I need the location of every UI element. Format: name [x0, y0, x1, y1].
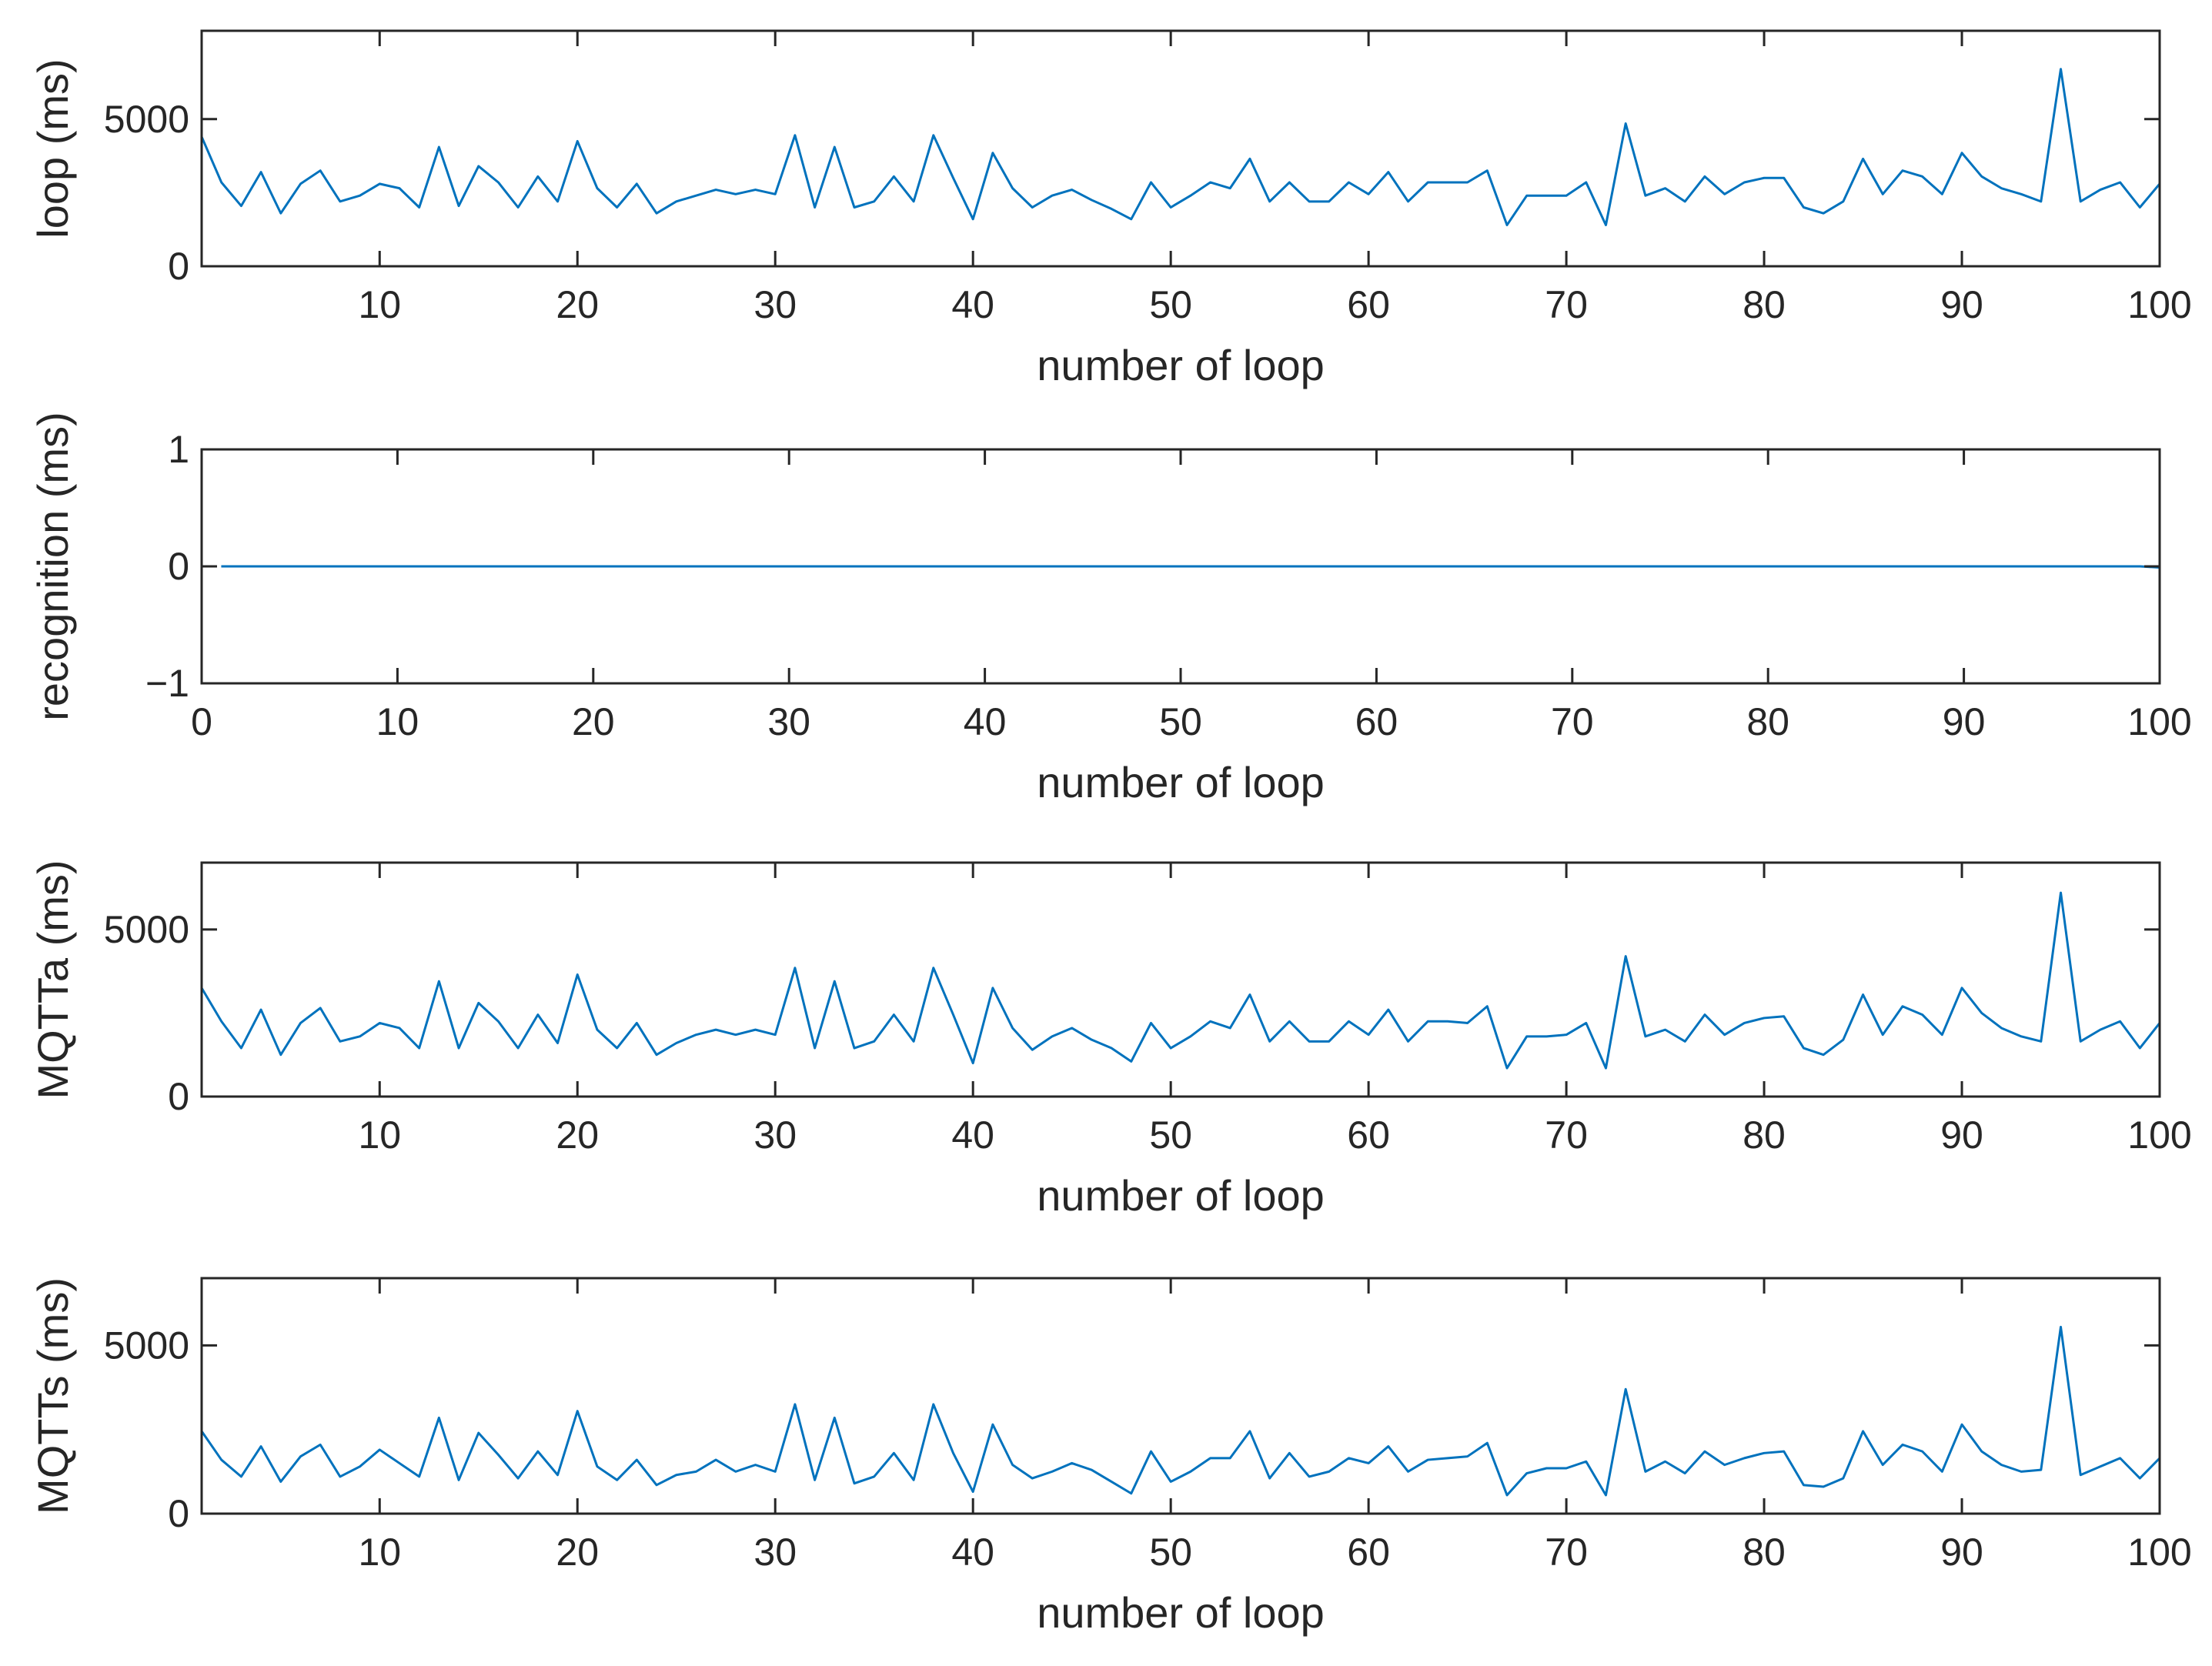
x-tick-label: 10: [376, 700, 419, 743]
x-tick-label: 60: [1347, 1531, 1390, 1574]
y-tick-label: 1: [168, 428, 189, 471]
x-axis-label: number of loop: [1037, 341, 1325, 389]
x-tick-label: 40: [951, 1531, 994, 1574]
y-tick-label: −1: [145, 662, 189, 705]
y-tick-label: 0: [168, 1075, 189, 1118]
chart-panel-1: 10 20 30 40 50 60 70 80 90 100 0 5000 number of loop…: [28, 29, 2192, 389]
x-axis-label: number of loop: [1037, 758, 1325, 806]
x-tick-label: 50: [1149, 1531, 1192, 1574]
y-tick-label: 5000: [104, 908, 189, 951]
x-tick-label: 80: [1743, 283, 1786, 326]
y-axis-label: recognition (ms): [28, 412, 77, 720]
x-tick-label: 100: [2127, 700, 2191, 743]
data-line-4-1: [200, 1325, 2161, 1497]
axes-frame: [200, 861, 2161, 1098]
x-axis-label: number of loop: [1037, 1588, 1325, 1637]
x-tick-label: 30: [753, 1531, 797, 1574]
x-tick-label: 40: [951, 1113, 994, 1157]
x-tick-label: 30: [767, 700, 810, 743]
x-tick-label: 70: [1545, 283, 1588, 326]
x-tick-label: 50: [1149, 1113, 1192, 1157]
y-tick-label: 0: [168, 1492, 189, 1535]
x-tick-label: 60: [1347, 283, 1390, 326]
x-tick-label: 100: [2127, 1531, 2191, 1574]
x-tick-label: 70: [1545, 1531, 1588, 1574]
y-axis-label: MQTTa (ms): [28, 860, 77, 1099]
x-tick-label: 20: [556, 283, 599, 326]
x-tick-label: 90: [1940, 1531, 1983, 1574]
x-tick-label: 10: [358, 283, 401, 326]
axes-frame: [200, 1277, 2161, 1515]
x-tick-label: 20: [556, 1113, 599, 1157]
x-tick-label: 30: [753, 1113, 797, 1157]
x-tick-label: 40: [964, 700, 1007, 743]
x-tick-label: 20: [572, 700, 615, 743]
x-tick-label: 90: [1940, 283, 1983, 326]
x-tick-label: 60: [1347, 1113, 1390, 1157]
y-tick-label: 0: [168, 245, 189, 288]
x-tick-label: 90: [1943, 700, 1986, 743]
x-tick-label: 100: [2127, 1113, 2191, 1157]
y-axis-label: loop (ms): [28, 58, 77, 238]
x-tick-label: 50: [1159, 700, 1202, 743]
x-tick-label: 80: [1746, 700, 1789, 743]
x-axis-label: number of loop: [1037, 1171, 1325, 1220]
x-tick-label: 10: [358, 1531, 401, 1574]
x-tick-label: 20: [556, 1531, 599, 1574]
x-tick-label: 60: [1355, 700, 1398, 743]
x-tick-label: 90: [1940, 1113, 1983, 1157]
x-tick-label: 30: [753, 283, 797, 326]
x-tick-label: 100: [2127, 283, 2191, 326]
chart-panel-3: 10 20 30 40 50 60 70 80 90 100 0 5000 number of loop…: [28, 860, 2192, 1220]
data-line-1-1: [200, 68, 2161, 226]
y-axis-label: MQTTs (ms): [28, 1277, 77, 1514]
axes-frame: [200, 29, 2161, 268]
y-tick-label: 5000: [104, 98, 189, 141]
data-line-2-1: [221, 565, 2160, 569]
x-tick-label: 0: [191, 700, 212, 743]
x-tick-label: 80: [1743, 1531, 1786, 1574]
chart-panel-4: 10 20 30 40 50 60 70 80 90 100 0 5000 number of loop…: [28, 1277, 2192, 1637]
y-tick-label: 0: [168, 545, 189, 588]
x-tick-label: 70: [1545, 1113, 1588, 1157]
x-tick-label: 80: [1743, 1113, 1786, 1157]
x-tick-label: 40: [951, 283, 994, 326]
x-tick-label: 50: [1149, 283, 1192, 326]
y-tick-label: 5000: [104, 1324, 189, 1367]
data-line-3-1: [200, 891, 2161, 1070]
x-tick-label: 10: [358, 1113, 401, 1157]
x-tick-label: 70: [1551, 700, 1594, 743]
